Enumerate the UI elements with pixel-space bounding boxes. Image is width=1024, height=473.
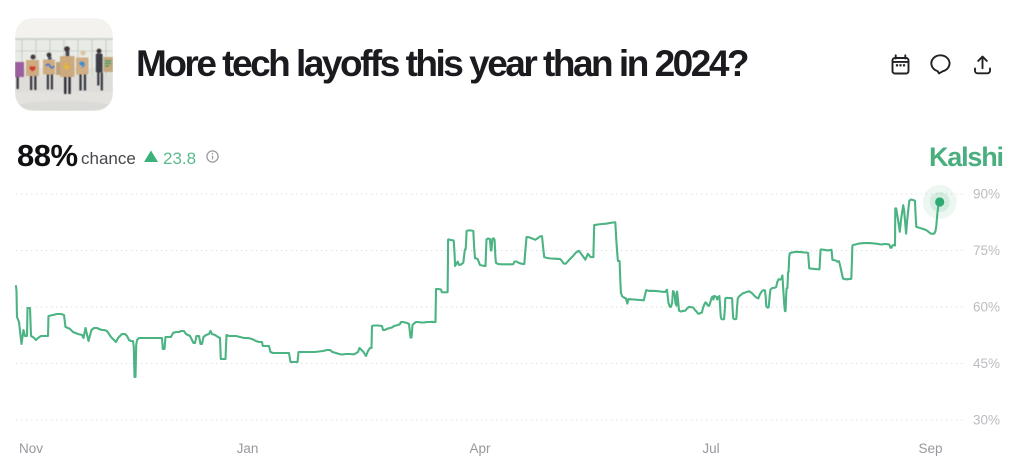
svg-text:30%: 30% — [973, 413, 1000, 428]
svg-text:Jul: Jul — [702, 441, 719, 456]
svg-text:60%: 60% — [973, 300, 1000, 315]
svg-text:45%: 45% — [973, 356, 1000, 371]
svg-text:90%: 90% — [973, 187, 1000, 202]
svg-text:Apr: Apr — [469, 441, 491, 456]
svg-text:75%: 75% — [973, 243, 1000, 258]
svg-text:Jan: Jan — [237, 441, 259, 456]
svg-text:Nov: Nov — [19, 441, 43, 456]
svg-text:Sep: Sep — [918, 441, 942, 456]
